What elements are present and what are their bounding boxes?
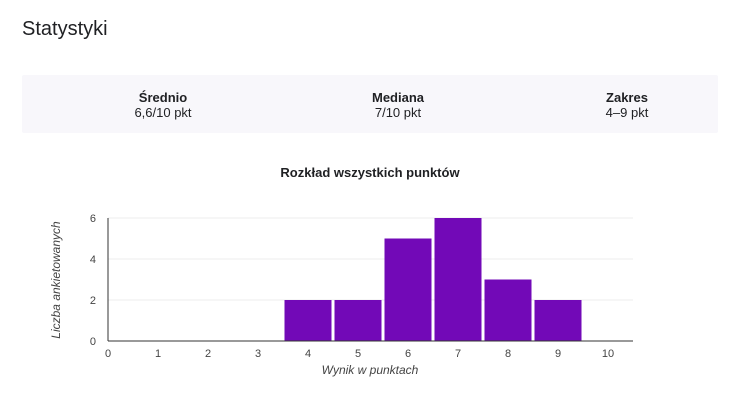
histogram-bar <box>334 300 382 341</box>
x-tick-label: 9 <box>555 348 561 360</box>
chart-title: Rozkład wszystkich punktów <box>280 165 460 180</box>
x-axis-title: Wynik w punktach <box>322 363 419 377</box>
stat-mean-label: Średnio <box>138 90 188 105</box>
y-tick-label: 0 <box>90 336 96 348</box>
stat-range-label: Zakres <box>606 90 648 105</box>
x-tick-label: 5 <box>355 348 361 360</box>
y-tick-label: 2 <box>90 295 96 307</box>
x-tick-label: 4 <box>305 348 311 360</box>
stat-median-label: Mediana <box>371 90 424 105</box>
stat-mean: Średnio 6,6/10 pkt <box>93 90 233 120</box>
y-tick-label: 6 <box>90 213 96 225</box>
histogram-bar <box>484 279 532 341</box>
x-tick-label: 10 <box>602 348 614 360</box>
x-tick-label: 7 <box>455 348 461 360</box>
stat-median-value: 7/10 pkt <box>374 105 422 120</box>
x-tick-label: 6 <box>405 348 411 360</box>
axis-layer: 0 2 4 6 0 1 2 3 4 5 6 7 8 9 10 <box>90 213 633 360</box>
histogram-bar <box>284 300 332 341</box>
stat-range: Zakres 4–9 pkt <box>557 90 697 120</box>
page-title: Statystyki <box>22 18 108 40</box>
x-tick-label: 1 <box>155 348 161 360</box>
bar-layer <box>284 218 582 341</box>
x-tick-label: 0 <box>105 348 111 360</box>
histogram-bar <box>534 300 582 341</box>
x-tick-label: 8 <box>505 348 511 360</box>
histogram-bar <box>384 238 432 341</box>
grid-layer <box>108 217 633 301</box>
stats-panel: Średnio 6,6/10 pkt Mediana 7/10 pkt Zakr… <box>22 75 718 133</box>
y-axis-title: Liczba ankietowanych <box>49 221 63 339</box>
y-tick-label: 4 <box>90 254 96 266</box>
x-tick-label: 2 <box>205 348 211 360</box>
stat-range-value: 4–9 pkt <box>605 105 649 120</box>
histogram-bar <box>434 218 482 341</box>
stat-median: Mediana 7/10 pkt <box>328 90 468 120</box>
x-tick-label: 3 <box>255 348 261 360</box>
stat-mean-value: 6,6/10 pkt <box>134 105 192 120</box>
